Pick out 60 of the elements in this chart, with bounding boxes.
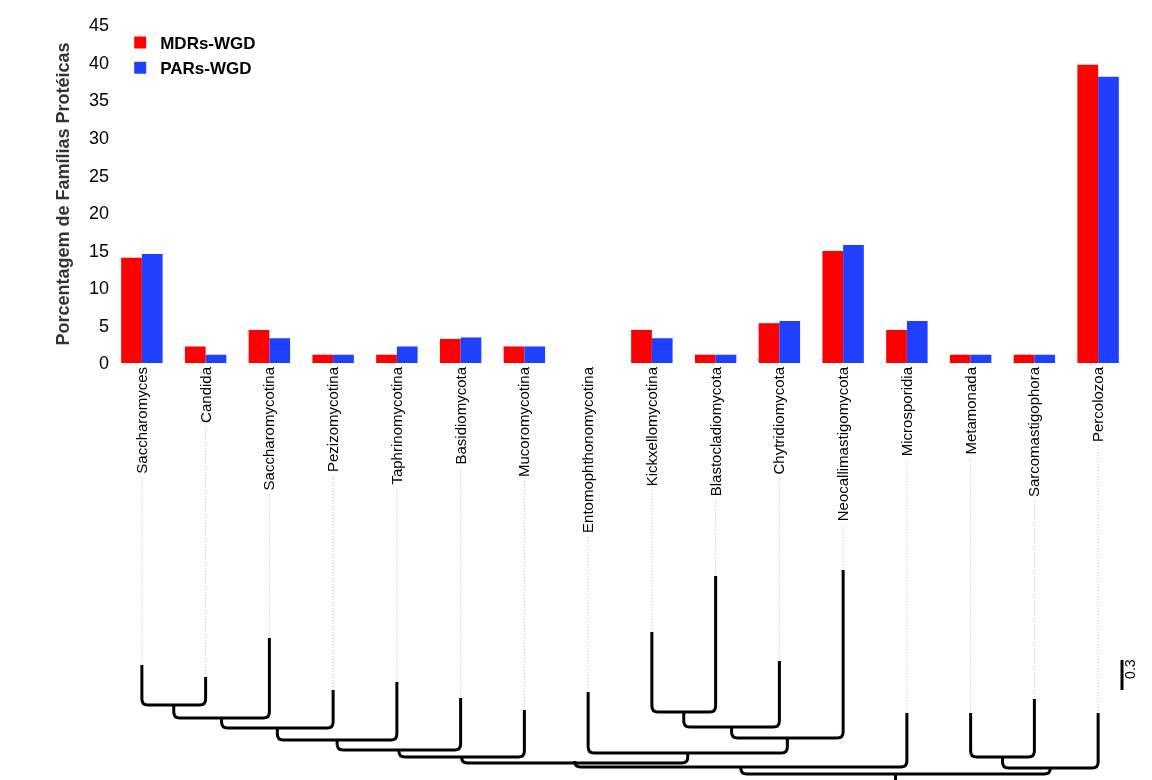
- bar: [886, 329, 907, 363]
- y-tick-label: 5: [98, 315, 109, 336]
- y-tick-label: 15: [88, 240, 109, 261]
- y-tick-label: 20: [88, 203, 109, 224]
- bar: [1034, 354, 1056, 363]
- legend-label: PARs-WGD: [160, 59, 252, 79]
- bar: [269, 338, 291, 363]
- text: 0.3: [1122, 659, 1139, 679]
- legend-label: MDRs-WGD: [160, 34, 256, 54]
- y-tick-label: 0: [98, 353, 109, 374]
- bar: [1077, 64, 1099, 363]
- x-tick-label: Microsporidia: [897, 366, 915, 457]
- x-tick-label: Saccharomyces: [132, 367, 150, 474]
- x-tick-label: Blastocladiomycota: [706, 366, 724, 497]
- bar: [503, 346, 525, 363]
- x-tick-label: Mucoromycotina: [515, 366, 533, 478]
- bar: [141, 254, 163, 363]
- bar: [631, 329, 652, 363]
- bar: [949, 354, 971, 363]
- bar: [822, 251, 844, 363]
- bar: [906, 320, 928, 363]
- x-tick-label: Saccharomycotina: [260, 366, 278, 491]
- x-tick-label: Candida: [196, 366, 214, 423]
- bar: [779, 320, 801, 363]
- bar: [333, 354, 354, 363]
- x-tick-label: Basidiomycota: [451, 366, 469, 465]
- y-axis-title: Porcentagem de Famílias Protéicas: [53, 42, 74, 346]
- y-tick-label: 25: [88, 165, 109, 186]
- bar: [524, 346, 546, 363]
- bar: [184, 346, 206, 363]
- bar: [970, 354, 992, 363]
- bar: [121, 257, 142, 363]
- x-tick-label: Taphrinomycotina: [387, 366, 405, 485]
- bar: [396, 346, 418, 363]
- bar: [205, 354, 227, 363]
- y-tick-label: 40: [88, 52, 109, 73]
- x-tick-label: Kickxellomycotina: [642, 366, 660, 487]
- x-tick-label: Percolozoa: [1089, 366, 1107, 443]
- x-tick-label: Entomophthonomycotina: [579, 366, 597, 533]
- y-tick-label: 30: [88, 127, 109, 148]
- bar: [1098, 76, 1119, 363]
- x-tick-label: Neocallimastigomycota: [834, 366, 852, 522]
- bar: [651, 338, 673, 363]
- bar: [312, 354, 334, 363]
- bar: [248, 329, 270, 363]
- x-tick-label: Metamonada: [961, 366, 979, 455]
- y-tick-label: 10: [88, 278, 109, 299]
- x-tick-label: Chytridiomycota: [770, 366, 788, 475]
- y-tick-label: 35: [88, 90, 109, 111]
- x-tick-label: Sarcomastigophora: [1025, 366, 1043, 498]
- bar: [376, 354, 397, 363]
- bar: [843, 245, 864, 363]
- bar: [758, 323, 780, 363]
- bar: [694, 354, 716, 363]
- bar: [460, 337, 482, 363]
- bar: [715, 354, 737, 363]
- bar: [439, 338, 461, 363]
- y-tick-label: 45: [88, 15, 109, 36]
- bar: [1013, 354, 1035, 363]
- x-tick-label: Pezizomycotina: [324, 366, 342, 473]
